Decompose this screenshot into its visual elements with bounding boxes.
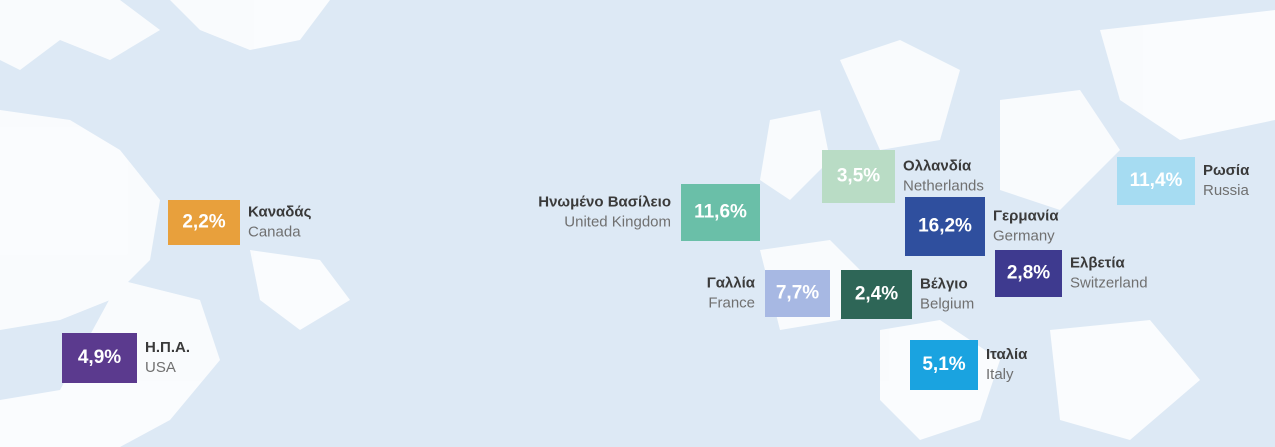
country-box <box>681 184 760 241</box>
country-name: Γαλλία <box>707 274 756 291</box>
country-box <box>995 250 1062 297</box>
country-box <box>905 197 985 256</box>
country-value: 2,2% <box>182 212 225 233</box>
country-name-en: Italy <box>986 366 1014 383</box>
country-value: 3,5% <box>837 166 880 187</box>
country-value: 11,6% <box>694 202 747 223</box>
country-box <box>168 200 240 245</box>
country-value: 11,4% <box>1130 170 1183 191</box>
country-name-en: Belgium <box>920 295 974 312</box>
country-name: Ολλανδία <box>903 157 972 174</box>
country-name-en: Russia <box>1203 182 1250 199</box>
country-name-en: USA <box>145 359 176 376</box>
country-box <box>765 270 830 317</box>
country-box <box>62 333 137 383</box>
country-value: 2,4% <box>855 284 898 305</box>
country-value: 7,7% <box>776 283 819 304</box>
country-name: Ελβετία <box>1070 254 1125 271</box>
country-name: Ηνωμένο Βασίλειο <box>538 193 671 210</box>
country-box <box>822 150 895 203</box>
country-name: Βέλγιο <box>920 275 968 292</box>
country-box <box>910 340 978 390</box>
country-name: Ρωσία <box>1203 162 1250 179</box>
country-name-en: Switzerland <box>1070 274 1148 291</box>
country-value: 4,9% <box>78 347 121 368</box>
country-box <box>1117 157 1195 205</box>
country-value: 16,2% <box>918 216 972 237</box>
country-name: Καναδάς <box>248 203 312 220</box>
country-name: Η.Π.Α. <box>145 339 190 356</box>
country-name: Γερμανία <box>993 207 1059 224</box>
country-name-en: Canada <box>248 223 301 240</box>
country-name: Ιταλία <box>986 346 1028 363</box>
country-value: 2,8% <box>1007 263 1050 284</box>
country-name-en: United Kingdom <box>564 213 671 230</box>
country-box <box>841 270 912 319</box>
country-name-en: Netherlands <box>903 177 984 194</box>
country-name-en: Germany <box>993 227 1055 244</box>
country-name-en: France <box>708 294 755 311</box>
country-value: 5,1% <box>922 354 965 375</box>
